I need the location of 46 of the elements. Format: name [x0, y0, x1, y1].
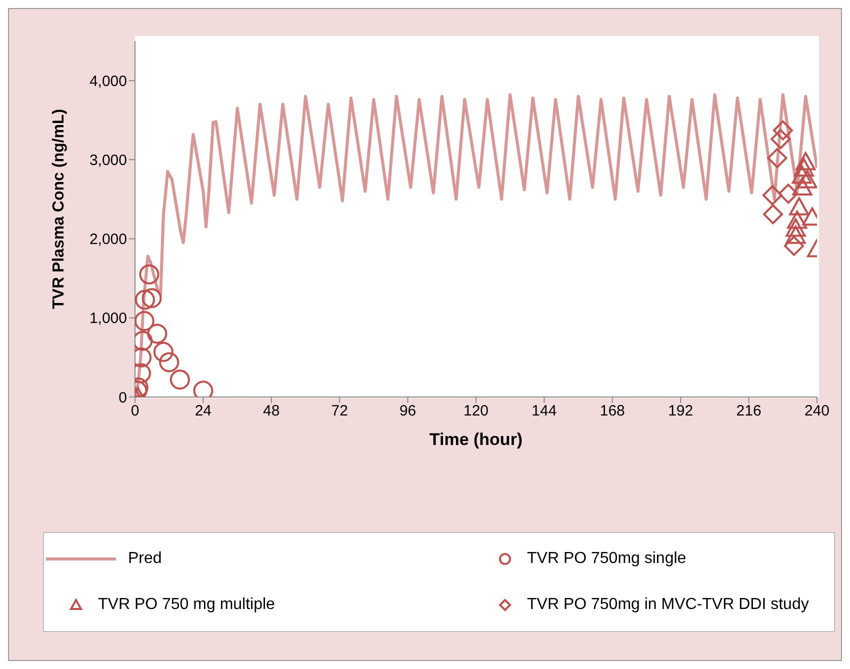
point — [772, 120, 793, 140]
x-tick-label: 240 — [804, 402, 830, 420]
point — [786, 226, 806, 244]
point — [767, 148, 788, 168]
x-tick-label: 192 — [668, 402, 694, 420]
point — [797, 170, 817, 188]
y-axis-title: TVR Plasma Conc (ng/mL) — [50, 108, 68, 309]
point — [159, 352, 180, 372]
point — [789, 197, 810, 216]
x-tick-label: 144 — [532, 402, 557, 420]
point — [135, 290, 155, 310]
legend-label: TVR PO 750mg in MVC-TVR DDI study — [527, 596, 809, 614]
point — [796, 152, 816, 170]
y-tick-label: 2,000 — [89, 231, 127, 248]
point — [792, 165, 812, 184]
x-axis-title: Time (hour) — [429, 430, 523, 449]
point — [762, 204, 783, 224]
point — [794, 158, 814, 177]
point — [778, 184, 798, 204]
x-tick-label: 0 — [130, 402, 140, 420]
point — [762, 185, 782, 206]
point — [153, 342, 174, 362]
legend-label: Pred — [128, 550, 162, 568]
y-tick-label: 4,000 — [89, 72, 127, 90]
legend-label: TVR PO 750mg single — [527, 550, 686, 568]
y-tick-label: 3,000 — [89, 152, 127, 169]
x-tick-label: 216 — [736, 402, 762, 420]
point — [784, 236, 804, 256]
x-tick-label: 48 — [263, 402, 280, 420]
point — [147, 324, 168, 344]
x-tick-label: 120 — [463, 402, 489, 420]
point — [139, 264, 160, 284]
point — [770, 129, 791, 150]
point — [786, 218, 806, 237]
y-tick-label: 1,000 — [89, 310, 127, 328]
point — [142, 288, 162, 308]
point — [135, 311, 154, 332]
y-tick-label: 0 — [118, 389, 127, 406]
x-tick-label: 24 — [194, 402, 212, 420]
x-tick-label: 96 — [399, 402, 416, 420]
x-tick-label: 168 — [600, 402, 625, 420]
x-tick-label: 72 — [331, 402, 348, 420]
point — [170, 370, 190, 390]
point — [792, 177, 812, 196]
legend-label: TVR PO 750 mg multiple — [98, 596, 275, 614]
point — [787, 210, 808, 229]
